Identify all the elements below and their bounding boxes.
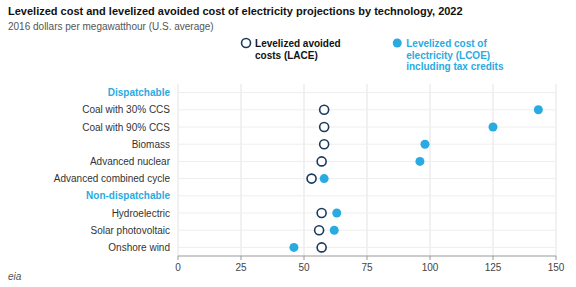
x-tick-label: 150 (548, 262, 565, 273)
category-grid-line (178, 230, 556, 231)
category-label: Coal with 30% CCS (82, 104, 170, 115)
legend: Levelized avoidedcosts (LACE) Levelized c… (242, 38, 504, 72)
dot (289, 243, 298, 252)
category-grid-line (178, 109, 556, 110)
x-tick-label: 100 (422, 262, 439, 273)
dot (415, 157, 424, 166)
marks (289, 105, 542, 252)
dot (489, 123, 498, 132)
series (307, 105, 329, 252)
category-labels: Dispatchable Coal with 30% CCS Coal with 9… (54, 87, 171, 253)
dot (534, 105, 543, 114)
legend-label-line: electricity (LCOE) (406, 50, 490, 61)
x-tick (304, 256, 305, 260)
dot (420, 140, 429, 149)
series (289, 105, 542, 252)
legend-label-line: costs (LACE) (255, 50, 318, 61)
category-grid-line (178, 161, 556, 162)
dot (320, 174, 329, 183)
title: Levelized cost and levelized avoided cos… (8, 5, 463, 17)
dot (315, 226, 324, 235)
category-grid-line (178, 144, 556, 145)
x-tick (241, 256, 242, 260)
subtitle: 2016 dollars per megawatthour (U.S. aver… (8, 21, 214, 32)
dot (317, 157, 326, 166)
category-label: Advanced combined cycle (54, 173, 171, 184)
dot (320, 105, 329, 114)
legend-label: Levelized cost ofelectricity (LCOE)inclu… (406, 38, 504, 72)
legend-label-line: Levelized cost of (406, 38, 487, 49)
dot (330, 226, 339, 235)
x-tick-label: 125 (485, 262, 502, 273)
chart: Levelized cost and levelized avoided cos… (0, 0, 576, 287)
category-label: Advanced nuclear (90, 156, 171, 167)
category-grid-line (178, 213, 556, 214)
legend-label: Levelized avoidedcosts (LACE) (255, 38, 341, 61)
dot (320, 140, 329, 149)
x-tick (367, 256, 368, 260)
category-label: Onshore wind (108, 242, 170, 253)
category-label: Solar photovoltaic (91, 225, 171, 236)
dot (317, 243, 326, 252)
x-tick (493, 256, 494, 260)
x-tick-label: 25 (235, 262, 247, 273)
x-axis: 0 25 50 75 100 125 150 (175, 256, 565, 273)
dot (317, 209, 326, 218)
x-tick (556, 256, 557, 260)
category-grid-line (178, 92, 556, 93)
legend-marker (393, 39, 402, 48)
category-label: Hydroelectric (112, 208, 170, 219)
category-label: Coal with 90% CCS (82, 122, 170, 133)
category-grid-line (178, 127, 556, 128)
legend-label-line: Levelized avoided (255, 38, 341, 49)
annotation: eia (8, 271, 22, 282)
legend-marker (242, 39, 251, 48)
dot (320, 123, 329, 132)
category-label: Biomass (132, 139, 170, 150)
legend-label-line: including tax credits (406, 61, 504, 72)
x-tick-label: 75 (361, 262, 373, 273)
x-tick-label: 0 (175, 262, 181, 273)
x-tick-label: 50 (298, 262, 310, 273)
x-tick (178, 256, 179, 260)
x-tick (430, 256, 431, 260)
group-label: Dispatchable (108, 87, 171, 98)
category-grid-line (178, 195, 556, 196)
category-grid-line (178, 178, 556, 179)
category-grid-line (178, 247, 556, 248)
grid (178, 84, 556, 256)
dot (307, 174, 316, 183)
group-label: Non-dispatchable (86, 190, 170, 201)
dot (332, 209, 341, 218)
